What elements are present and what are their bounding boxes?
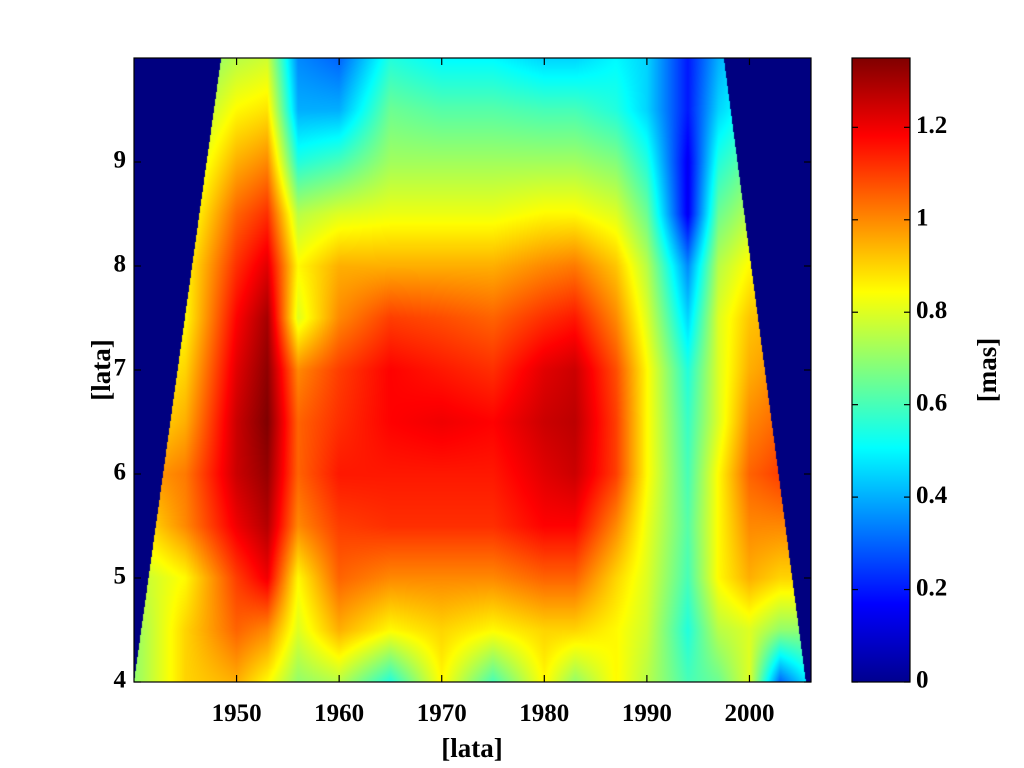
y-tick-label: 7 [114, 355, 127, 382]
colorbar-tick-label: 0.6 [916, 389, 947, 416]
y-tick-label: 8 [114, 251, 127, 278]
colorbar-frame [851, 57, 911, 683]
y-tick-label: 5 [114, 563, 127, 590]
colorbar-ticks: 0 0.2 0.4 0.6 0.8 1 1.2 [852, 112, 948, 694]
colorbar-tick-label: 1 [916, 205, 929, 232]
heatmap-image [134, 58, 811, 682]
x-tick-label: 1970 [417, 700, 467, 727]
y-axis: 4 5 6 7 8 9 [114, 147, 811, 694]
x-axis: 1950 1960 1970 1980 1990 2000 [212, 58, 774, 727]
colorbar-title: [mas] [972, 338, 1002, 402]
colorbar-tick-label: 0 [916, 667, 929, 694]
x-axis-title: [lata] [441, 733, 502, 763]
x-tick-label: 1980 [519, 700, 569, 727]
colorbar-tick-label: 0.8 [916, 297, 947, 324]
colorbar-tick-label: 0.4 [916, 482, 948, 509]
x-tick-label: 2000 [724, 700, 774, 727]
y-axis-title: [lata] [86, 339, 116, 400]
colorbar: 0 0.2 0.4 0.6 0.8 1 1.2 [mas] [851, 57, 1002, 694]
colorbar-tick-label: 0.2 [916, 574, 947, 601]
y-tick-label: 9 [114, 147, 127, 174]
x-tick-label: 1990 [622, 700, 672, 727]
plot-area [133, 57, 812, 683]
x-tick-label: 1960 [314, 700, 364, 727]
colorbar-gradient [852, 58, 910, 682]
x-tick-label: 1950 [212, 700, 262, 727]
colorbar-tick-label: 1.2 [916, 112, 947, 139]
y-tick-label: 4 [114, 667, 127, 694]
y-tick-label: 6 [114, 459, 127, 486]
